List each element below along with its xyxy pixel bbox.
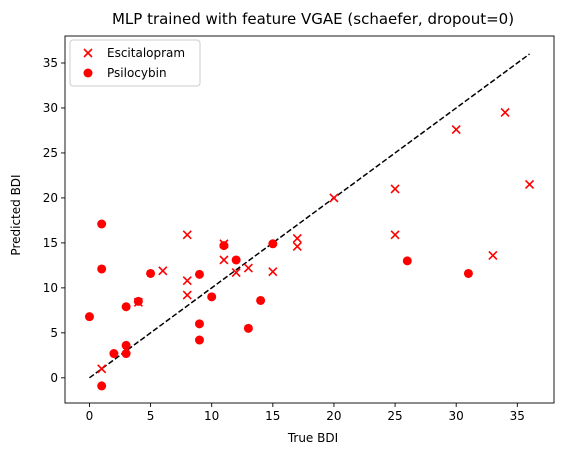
x-marker-stroke xyxy=(219,255,229,265)
data-point xyxy=(256,295,266,305)
reference-line xyxy=(89,53,530,379)
x-marker-stroke xyxy=(268,267,278,277)
x-tick-label: 10 xyxy=(204,409,219,423)
x-tick-label: 5 xyxy=(147,409,155,423)
y-tick-label: 30 xyxy=(43,101,58,115)
data-point xyxy=(463,268,473,278)
data-point xyxy=(243,323,253,333)
y-tick-label: 5 xyxy=(50,326,58,340)
data-point xyxy=(121,340,131,350)
x-marker-stroke xyxy=(158,266,168,276)
x-marker-stroke xyxy=(500,107,510,118)
x-marker-stroke xyxy=(451,124,461,135)
series-psilocybin xyxy=(84,219,473,391)
legend-marker-circle xyxy=(83,68,93,78)
data-point xyxy=(84,312,94,322)
data-point xyxy=(219,255,229,265)
x-marker-stroke xyxy=(243,263,253,273)
data-point xyxy=(121,349,131,359)
x-marker-stroke xyxy=(182,230,192,240)
data-point xyxy=(97,364,107,374)
x-marker-stroke xyxy=(292,233,302,243)
data-point xyxy=(194,335,204,345)
data-point xyxy=(451,124,461,135)
data-point xyxy=(268,239,278,249)
data-point xyxy=(243,263,253,273)
legend-label: Escitalopram xyxy=(107,46,185,60)
legend: Escitalopram Psilocybin xyxy=(69,39,201,87)
data-point xyxy=(97,381,107,391)
y-tick-label: 20 xyxy=(43,191,58,205)
data-point xyxy=(231,268,241,278)
data-point xyxy=(121,302,131,312)
data-point xyxy=(133,296,143,306)
x-tick-label: 0 xyxy=(86,409,94,423)
data-point xyxy=(182,230,192,240)
y-tick-label: 0 xyxy=(50,371,58,385)
data-point xyxy=(97,264,107,274)
data-point xyxy=(524,179,535,189)
x-marker-stroke xyxy=(390,230,400,240)
data-point xyxy=(292,241,302,252)
data-point xyxy=(182,290,192,300)
axes: 0 5 10 15 20 25 30 35 0 5 10 15 20 25 30 35 xyxy=(43,35,555,423)
x-tick-label: 20 xyxy=(326,409,341,423)
x-marker-stroke xyxy=(182,276,192,286)
y-tick-label: 35 xyxy=(43,56,58,70)
x-axis-label: True BDI xyxy=(287,431,338,445)
x-tick-label: 35 xyxy=(510,409,525,423)
data-point xyxy=(292,233,302,243)
data-point xyxy=(219,241,229,251)
x-marker-stroke xyxy=(97,364,107,374)
x-marker-stroke xyxy=(329,193,339,203)
data-point xyxy=(402,256,412,266)
legend-marker-x xyxy=(83,48,93,58)
chart-title: MLP trained with feature VGAE (schaefer,… xyxy=(112,10,514,28)
x-marker-stroke xyxy=(83,48,93,58)
data-point xyxy=(500,107,510,118)
x-tick-label: 25 xyxy=(387,409,402,423)
x-tick-label: 15 xyxy=(265,409,280,423)
plot-area xyxy=(84,53,535,391)
y-tick-label: 15 xyxy=(43,236,58,250)
legend-box xyxy=(69,39,201,87)
data-point xyxy=(268,267,278,277)
data-point xyxy=(390,230,400,240)
x-marker-stroke xyxy=(488,250,498,261)
data-point xyxy=(231,255,241,265)
data-point xyxy=(97,219,107,229)
data-point xyxy=(109,349,119,359)
data-point xyxy=(207,292,217,302)
data-point xyxy=(329,193,339,203)
y-tick-label: 10 xyxy=(43,281,58,295)
data-point xyxy=(146,268,156,278)
x-marker-stroke xyxy=(524,179,535,189)
data-point xyxy=(194,319,204,329)
legend-label: Psilocybin xyxy=(107,66,167,80)
data-point xyxy=(390,184,400,194)
data-point xyxy=(194,269,204,279)
x-marker-stroke xyxy=(292,241,302,252)
x-marker-stroke xyxy=(182,290,192,300)
data-point xyxy=(158,266,168,276)
x-marker-stroke xyxy=(390,184,400,194)
y-tick-label: 25 xyxy=(43,146,58,160)
x-tick-label: 30 xyxy=(449,409,464,423)
data-point xyxy=(488,250,498,261)
data-point xyxy=(182,276,192,286)
x-marker-stroke xyxy=(231,268,241,278)
y-axis-label: Predicted BDI xyxy=(9,174,23,255)
series-escitalopram xyxy=(97,107,535,374)
plot-frame xyxy=(64,35,555,404)
